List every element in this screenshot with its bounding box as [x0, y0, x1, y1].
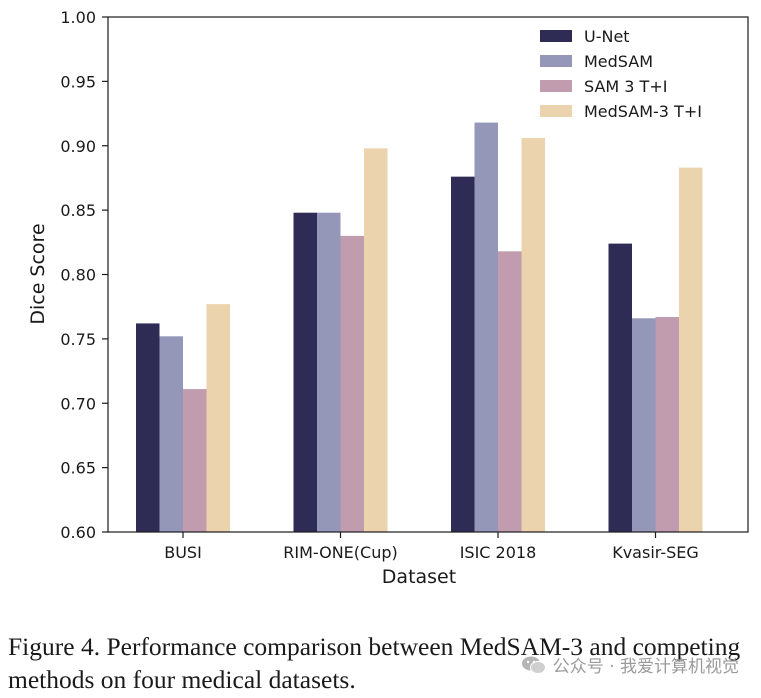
legend-swatch	[540, 80, 572, 92]
bar-chart: 0.60 0.65 0.70 0.75 0.80 0.85 0.90 0.95 1.00 BUSI…	[27, 8, 749, 588]
y-tick-label: 0.75	[60, 330, 96, 349]
legend-label: MedSAM	[584, 52, 653, 71]
x-tick-label: BUSI	[164, 543, 202, 562]
y-tick-label: 0.95	[60, 72, 96, 91]
y-tick-label: 0.60	[60, 523, 96, 542]
bar-medsam-3-t-i-rim-one-cup-	[364, 148, 388, 532]
x-tick-label: ISIC 2018	[460, 543, 537, 562]
x-tick-label: Kvasir-SEG	[612, 543, 699, 562]
legend-swatch	[540, 55, 572, 67]
bar-sam-3-t-i-isic-2018	[498, 251, 522, 532]
watermark: 公众号 · 我爱计算机视觉	[521, 652, 739, 677]
bar-sam-3-t-i-busi	[183, 389, 207, 532]
bar-medsam-rim-one-cup-	[317, 212, 341, 532]
y-tick-label: 0.90	[60, 137, 96, 156]
legend-swatch	[540, 105, 572, 117]
bar-u-net-kvasir-seg	[608, 243, 632, 532]
legend: U-Net MedSAM SAM 3 T+I MedSAM-3 T+I	[540, 27, 702, 121]
legend-label: MedSAM-3 T+I	[584, 102, 702, 121]
bar-medsam-busi	[159, 336, 183, 532]
bar-medsam-kvasir-seg	[632, 318, 656, 532]
bar-sam-3-t-i-kvasir-seg	[655, 316, 679, 532]
bar-medsam-3-t-i-isic-2018	[521, 138, 545, 532]
y-tick-label: 0.70	[60, 394, 96, 413]
legend-label: SAM 3 T+I	[584, 77, 667, 96]
legend-swatch	[540, 30, 572, 42]
bar-medsam-isic-2018	[474, 122, 498, 532]
bar-sam-3-t-i-rim-one-cup-	[340, 235, 364, 532]
x-tick-label: RIM-ONE(Cup)	[283, 543, 397, 562]
y-tick-label: 0.80	[60, 266, 96, 285]
watermark-text: 公众号 · 我爱计算机视觉	[552, 657, 739, 677]
bar-chart-figure: 0.60 0.65 0.70 0.75 0.80 0.85 0.90 0.95 1.00 BUSI…	[27, 8, 749, 588]
y-tick-label: 1.00	[60, 8, 96, 27]
x-axis-label: Dataset	[382, 566, 456, 588]
figure-caption: Figure 4. Performance comparison between…	[8, 632, 741, 694]
wechat-icon	[521, 656, 546, 674]
bar-medsam-3-t-i-busi	[206, 304, 230, 532]
bar-u-net-rim-one-cup-	[293, 212, 317, 532]
y-tick-label: 0.85	[60, 201, 96, 220]
y-axis-label: Dice Score	[27, 223, 49, 324]
bar-u-net-busi	[136, 323, 160, 532]
bar-medsam-3-t-i-kvasir-seg	[679, 167, 703, 532]
y-tick-label: 0.65	[60, 459, 96, 478]
legend-label: U-Net	[584, 27, 630, 46]
bar-u-net-isic-2018	[451, 176, 475, 532]
